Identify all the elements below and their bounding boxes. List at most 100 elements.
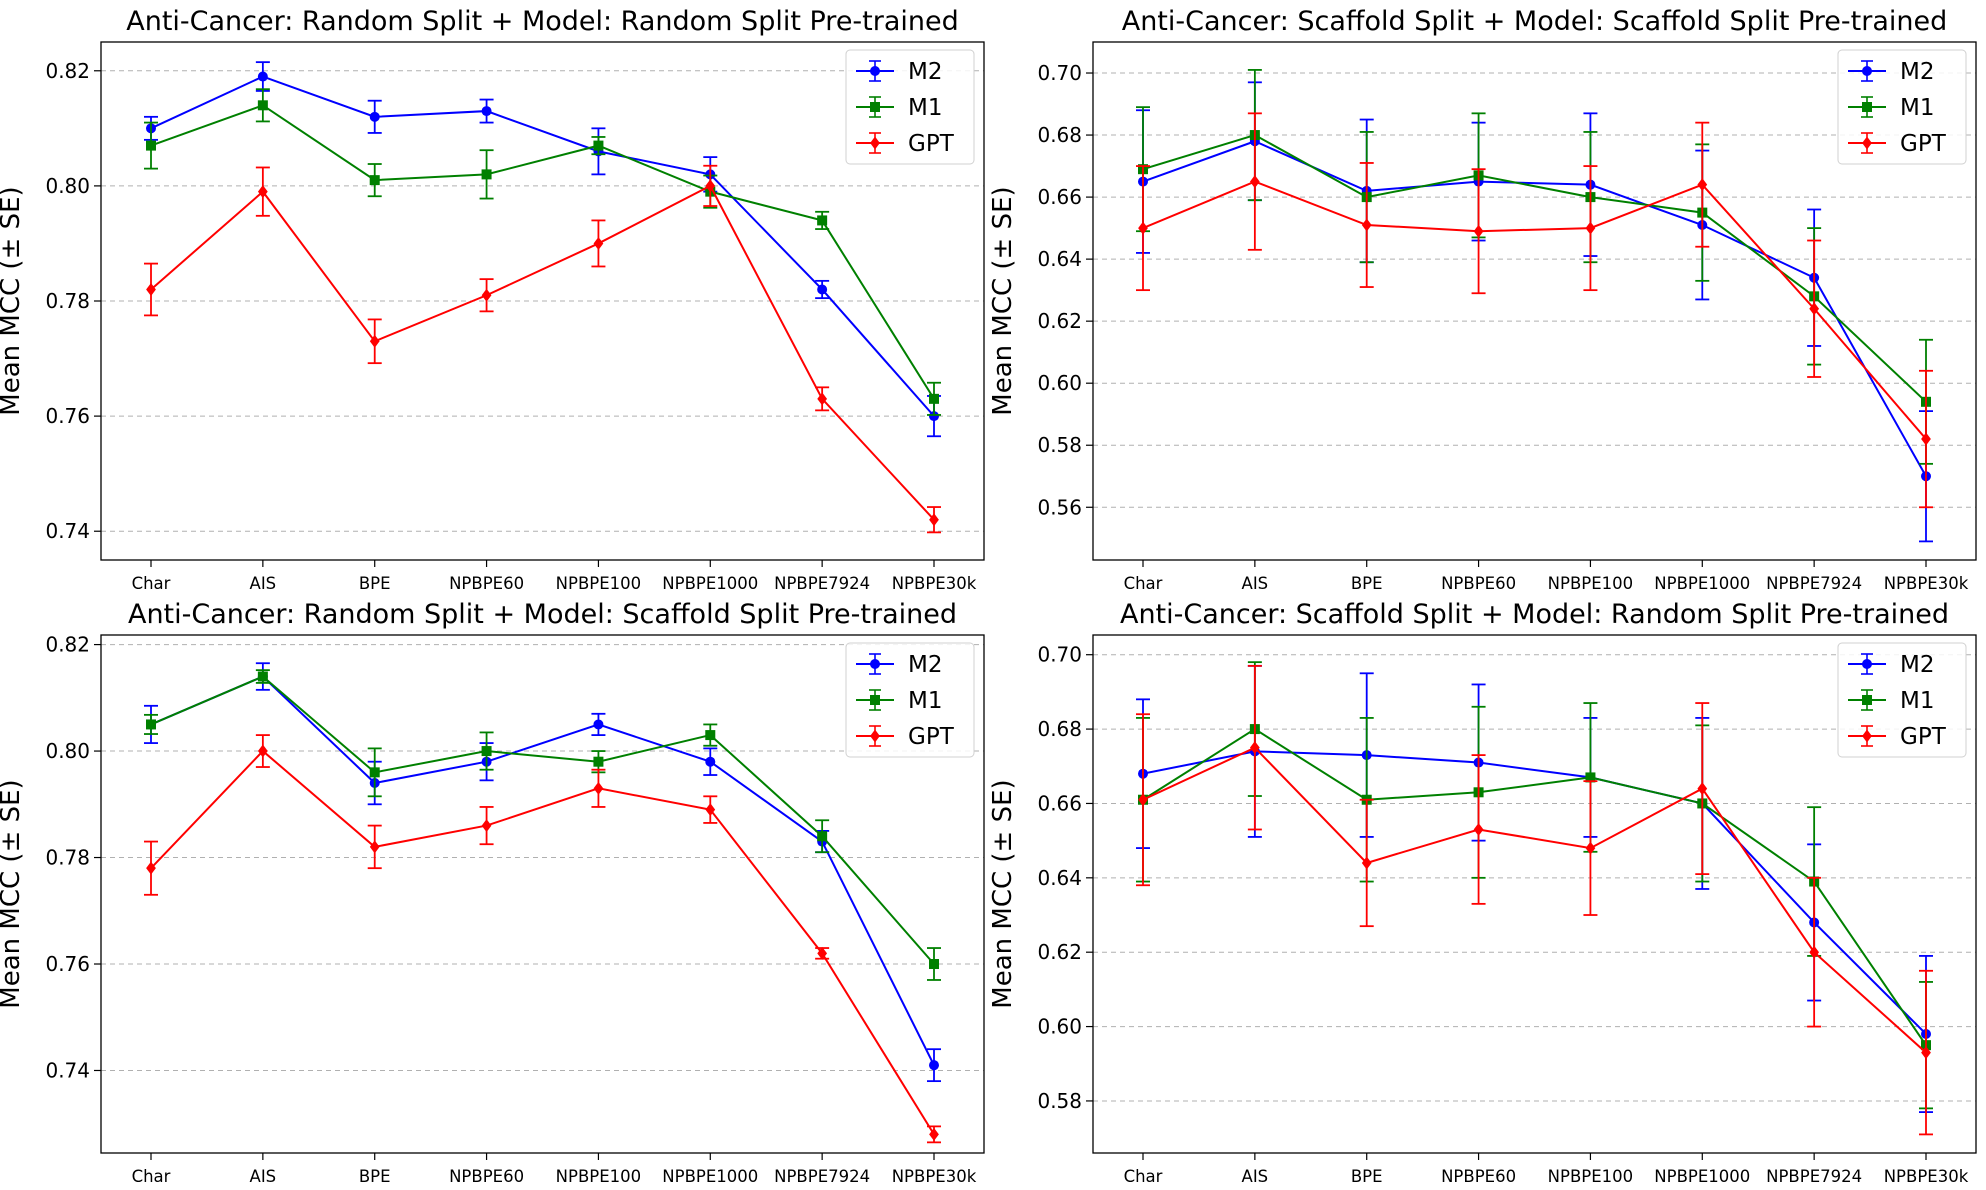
legend-marker <box>1862 659 1872 669</box>
legend-item-m2: M2 <box>856 652 942 678</box>
legend-item-gpt: GPT <box>856 724 955 750</box>
series-gpt <box>1136 112 1933 509</box>
data-point <box>1361 218 1372 232</box>
data-point <box>1809 302 1820 316</box>
data-point <box>705 730 716 741</box>
y-tick-label: 0.62 <box>1037 940 1082 964</box>
y-tick-label: 0.64 <box>1037 247 1082 271</box>
legend-item-gpt: GPT <box>856 131 955 157</box>
series-line <box>1142 180 1927 440</box>
data-point <box>593 140 604 151</box>
legend-label: M1 <box>1900 95 1934 121</box>
data-point <box>369 175 380 186</box>
data-point <box>929 393 939 404</box>
series-line <box>1142 140 1927 477</box>
data-point <box>1473 224 1484 238</box>
y-tick-label: 0.82 <box>45 59 90 83</box>
y-tick-label: 0.70 <box>1037 61 1082 85</box>
y-tick-label: 0.78 <box>45 846 90 870</box>
panel-scaffold-split-scaffold-pretrained: 0.56 0.58 0.60 0.62 0.64 0.66 0.68 0.70 Char AIS B… <box>988 6 1977 593</box>
legend-marker <box>1862 695 1872 705</box>
series-m2 <box>144 662 941 1083</box>
series-gpt <box>144 164 941 534</box>
x-tick-label: NPBPE1000 <box>1654 574 1750 593</box>
series-gpt <box>1136 664 1933 1136</box>
data-point <box>481 288 492 302</box>
data-point <box>481 819 492 833</box>
data-point <box>146 719 156 730</box>
data-point <box>929 513 939 527</box>
y-tick-label: 0.60 <box>1037 371 1082 395</box>
data-point <box>1809 945 1820 959</box>
series-line <box>1142 727 1927 1046</box>
data-point <box>1585 772 1596 783</box>
legend-label: M1 <box>908 95 942 121</box>
y-tick-label: 0.56 <box>1037 495 1082 519</box>
y-tick-label: 0.66 <box>1037 791 1082 815</box>
data-point <box>1697 782 1708 796</box>
legend-marker <box>870 66 880 76</box>
legend: M2 M1 GPT <box>1837 49 1967 165</box>
x-tick-label: BPE <box>1351 574 1383 593</box>
data-point <box>817 215 828 226</box>
legend-label: M2 <box>1900 59 1934 85</box>
y-tick-label: 0.70 <box>1037 643 1082 667</box>
data-point <box>817 392 828 406</box>
data-point <box>481 106 492 117</box>
legend-label: M2 <box>908 59 942 85</box>
legend-label: GPT <box>908 724 955 750</box>
legend-label: GPT <box>908 131 955 157</box>
data-point <box>1585 221 1596 235</box>
legend-box <box>845 642 975 758</box>
data-point <box>1249 175 1260 189</box>
data-point <box>146 282 156 296</box>
data-point <box>817 831 828 842</box>
legend-item-m2: M2 <box>856 59 942 85</box>
x-tick-label: NPBPE1000 <box>662 574 758 593</box>
data-point <box>705 803 716 817</box>
data-point <box>257 100 268 111</box>
legend-marker <box>1862 136 1872 150</box>
data-point <box>593 719 604 730</box>
legend-marker <box>870 695 880 705</box>
data-point <box>817 284 828 295</box>
legend-item-m2: M2 <box>1848 652 1934 678</box>
legend-item-m1: M1 <box>1848 688 1934 714</box>
data-point <box>257 671 268 682</box>
legend-marker <box>870 659 880 669</box>
plot-frame <box>100 41 985 561</box>
x-tick-label: Char <box>1124 574 1163 593</box>
y-tick-label: 0.64 <box>1037 866 1082 890</box>
data-point <box>929 1060 939 1071</box>
x-tick-label: NPBPE100 <box>556 1167 641 1186</box>
x-tick-label: NPBPE60 <box>1441 574 1516 593</box>
series-gpt <box>144 734 941 1144</box>
legend: M2 M1 GPT <box>845 49 975 165</box>
data-point <box>369 767 380 778</box>
data-point <box>481 169 492 180</box>
y-tick-label: 0.80 <box>45 174 90 198</box>
legend-item-m1: M1 <box>856 95 942 121</box>
panel-random-split-random-pretrained: 0.74 0.76 0.78 0.80 0.82 Char AIS BPE NPBPE60 NPB… <box>0 6 985 593</box>
data-point <box>1921 1046 1931 1060</box>
series-line <box>150 104 935 400</box>
x-tick-label: NPBPE30k <box>1884 1167 1969 1186</box>
y-tick-label: 0.58 <box>1037 433 1082 457</box>
legend-item-gpt: GPT <box>1848 724 1947 750</box>
chart-title: Anti-Cancer: Scaffold Split + Model: Sca… <box>1122 6 1948 37</box>
legend-box <box>845 49 975 165</box>
data-point <box>929 411 939 422</box>
x-tick-label: NPBPE100 <box>556 574 641 593</box>
data-point <box>481 746 492 757</box>
x-tick-label: NPBPE100 <box>1548 1167 1633 1186</box>
y-axis-label: Mean MCC (± SE) <box>988 779 1018 1008</box>
legend-marker <box>1862 729 1872 743</box>
legend-label: GPT <box>1900 131 1947 157</box>
series-m2 <box>144 61 941 438</box>
series-line <box>150 675 935 965</box>
x-tick-label: NPBPE30k <box>1884 574 1969 593</box>
legend-marker <box>870 102 880 112</box>
legend-box <box>1837 49 1967 165</box>
x-tick-label: NPBPE60 <box>449 1167 524 1186</box>
